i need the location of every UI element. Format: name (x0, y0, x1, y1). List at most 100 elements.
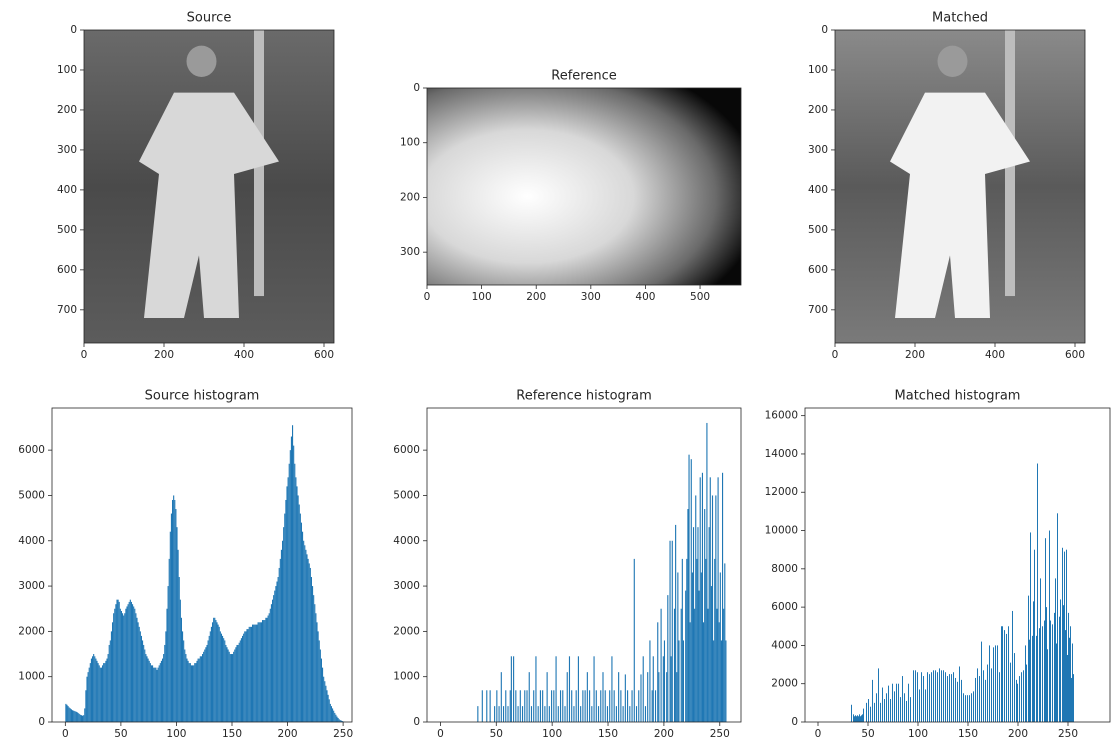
bar (144, 649, 146, 722)
bar (1060, 599, 1061, 722)
bar (137, 622, 139, 722)
bar (878, 668, 879, 722)
bar (530, 706, 533, 722)
bar (862, 714, 863, 722)
bar (145, 654, 147, 722)
bar (723, 608, 725, 722)
bar (167, 586, 169, 722)
bar (1050, 620, 1051, 722)
bar (915, 670, 916, 722)
bar (142, 640, 144, 722)
bar (123, 615, 125, 722)
axes-frame (426, 87, 742, 286)
bar (222, 635, 224, 722)
bar (269, 608, 271, 722)
bar (937, 672, 938, 722)
bar (680, 608, 682, 722)
bar (627, 690, 629, 722)
x-tick-label: 150 (222, 728, 242, 740)
bar (312, 586, 314, 722)
bar (989, 645, 990, 722)
y-tick-label: 2000 (18, 625, 45, 637)
bar (1016, 679, 1017, 722)
bar (139, 631, 141, 722)
bar (87, 672, 89, 722)
bar (1042, 626, 1043, 722)
x-tick-label: 200 (905, 349, 925, 361)
bar (339, 720, 341, 722)
bar (900, 697, 901, 722)
bar (1062, 547, 1063, 722)
bar (535, 656, 537, 722)
bar (275, 586, 277, 722)
bar (718, 622, 720, 722)
bar (939, 668, 940, 722)
bar (233, 651, 235, 722)
bar (671, 540, 673, 722)
bar (134, 608, 136, 722)
bar (943, 670, 944, 722)
bar (270, 604, 272, 722)
bar (235, 647, 237, 722)
bar (76, 712, 78, 722)
axes-frame (426, 407, 742, 723)
x-tick-label: 150 (598, 728, 618, 740)
bar (1036, 635, 1037, 722)
bar (305, 549, 307, 722)
bar (169, 531, 171, 722)
bar (866, 702, 867, 722)
bar (696, 558, 698, 722)
bar (243, 633, 245, 722)
bar (872, 679, 873, 722)
bar (78, 713, 80, 722)
bar (654, 690, 657, 722)
bar (923, 676, 924, 722)
bar (568, 656, 571, 722)
bar (589, 690, 591, 722)
bar (106, 658, 108, 722)
bar (307, 558, 309, 722)
bar (917, 672, 918, 722)
x-tick-label: 100 (908, 728, 928, 740)
bar (289, 450, 291, 722)
y-tick-label: 300 (400, 246, 420, 258)
bar (1064, 551, 1065, 722)
bar (657, 622, 659, 722)
bar (268, 613, 270, 722)
bar (724, 563, 726, 722)
bar (971, 693, 972, 722)
bar (858, 716, 859, 722)
bar (189, 663, 191, 722)
bar (595, 690, 597, 722)
bar (115, 604, 117, 722)
y-tick-label: 600 (808, 264, 828, 276)
bar (175, 509, 177, 722)
chart-title: Matched (932, 11, 988, 26)
bar (294, 463, 296, 722)
bar (229, 654, 231, 722)
bar (246, 629, 248, 722)
bar (176, 527, 178, 722)
bar (108, 644, 110, 722)
bar (242, 635, 244, 722)
bar (217, 624, 219, 722)
y-tick-label: 600 (57, 264, 77, 276)
bar (100, 667, 102, 722)
bar (286, 486, 288, 722)
bar (1052, 624, 1053, 722)
bar (515, 690, 517, 722)
bar (304, 545, 306, 722)
bar (293, 445, 295, 722)
bar (486, 690, 488, 722)
bar (647, 672, 649, 722)
bar (65, 703, 67, 722)
bar (124, 613, 126, 722)
y-tick-label: 0 (791, 716, 798, 728)
bar (1014, 653, 1015, 722)
bar (277, 577, 279, 722)
bar (507, 706, 509, 722)
bar (252, 624, 254, 722)
figure-head (186, 45, 217, 77)
bar (136, 617, 138, 722)
bar (282, 540, 284, 722)
